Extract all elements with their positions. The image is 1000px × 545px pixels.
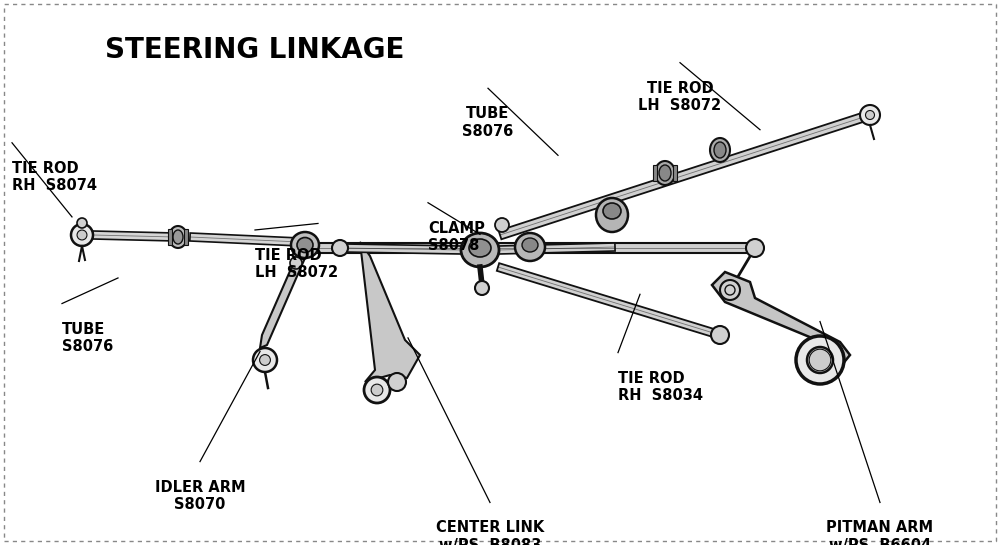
Bar <box>184 229 188 245</box>
Polygon shape <box>190 233 300 246</box>
Circle shape <box>807 347 833 373</box>
Ellipse shape <box>461 233 499 267</box>
Circle shape <box>77 218 87 228</box>
Ellipse shape <box>655 161 675 185</box>
Circle shape <box>71 224 93 246</box>
Ellipse shape <box>297 238 313 252</box>
Circle shape <box>495 218 509 232</box>
Circle shape <box>720 280 740 300</box>
Polygon shape <box>497 263 721 339</box>
Polygon shape <box>345 244 461 254</box>
Circle shape <box>711 326 729 344</box>
Polygon shape <box>315 243 755 253</box>
Bar <box>673 165 677 181</box>
Text: CENTER LINK
w/PS  B8083
w/o PS  S8082: CENTER LINK w/PS B8083 w/o PS S8082 <box>432 520 548 545</box>
Circle shape <box>725 285 735 295</box>
Ellipse shape <box>596 198 628 232</box>
Text: TIE ROD
LH  S8072: TIE ROD LH S8072 <box>255 248 338 280</box>
Circle shape <box>332 240 348 256</box>
Text: TUBE
S8076: TUBE S8076 <box>462 106 514 138</box>
Circle shape <box>814 354 826 366</box>
Ellipse shape <box>714 142 726 158</box>
Circle shape <box>290 257 302 269</box>
Circle shape <box>860 105 880 125</box>
Ellipse shape <box>515 233 545 261</box>
Text: TIE ROD
RH  S8034: TIE ROD RH S8034 <box>618 371 703 403</box>
Circle shape <box>388 373 406 391</box>
Circle shape <box>866 111 874 119</box>
Circle shape <box>746 239 764 257</box>
Polygon shape <box>712 272 850 382</box>
Circle shape <box>809 349 831 371</box>
Circle shape <box>77 230 87 240</box>
Ellipse shape <box>469 239 491 257</box>
Circle shape <box>253 348 277 372</box>
Circle shape <box>475 281 489 295</box>
Text: TIE ROD
LH  S8072: TIE ROD LH S8072 <box>638 81 722 113</box>
Ellipse shape <box>659 165 671 181</box>
Polygon shape <box>499 243 615 254</box>
Text: PITMAN ARM
w/PS  B6604
w/o PS  S8089: PITMAN ARM w/PS B6604 w/o PS S8089 <box>822 520 938 545</box>
Circle shape <box>260 355 270 365</box>
Ellipse shape <box>522 238 538 252</box>
Circle shape <box>364 377 390 403</box>
Ellipse shape <box>603 203 621 219</box>
Circle shape <box>371 384 383 396</box>
Ellipse shape <box>173 230 183 244</box>
Bar <box>168 229 172 245</box>
Polygon shape <box>93 231 175 241</box>
Bar <box>653 165 657 181</box>
Ellipse shape <box>710 138 730 162</box>
Ellipse shape <box>291 232 319 258</box>
Polygon shape <box>499 111 871 239</box>
Ellipse shape <box>169 226 187 248</box>
Text: STEERING LINKAGE: STEERING LINKAGE <box>105 36 404 64</box>
Text: IDLER ARM
S8070: IDLER ARM S8070 <box>155 480 245 512</box>
Polygon shape <box>260 253 310 348</box>
Text: TUBE
S8076: TUBE S8076 <box>62 322 113 354</box>
Text: CLAMP
S8078: CLAMP S8078 <box>428 221 485 253</box>
Circle shape <box>796 336 844 384</box>
Text: TIE ROD
RH  S8074: TIE ROD RH S8074 <box>12 161 97 193</box>
Polygon shape <box>360 242 420 382</box>
